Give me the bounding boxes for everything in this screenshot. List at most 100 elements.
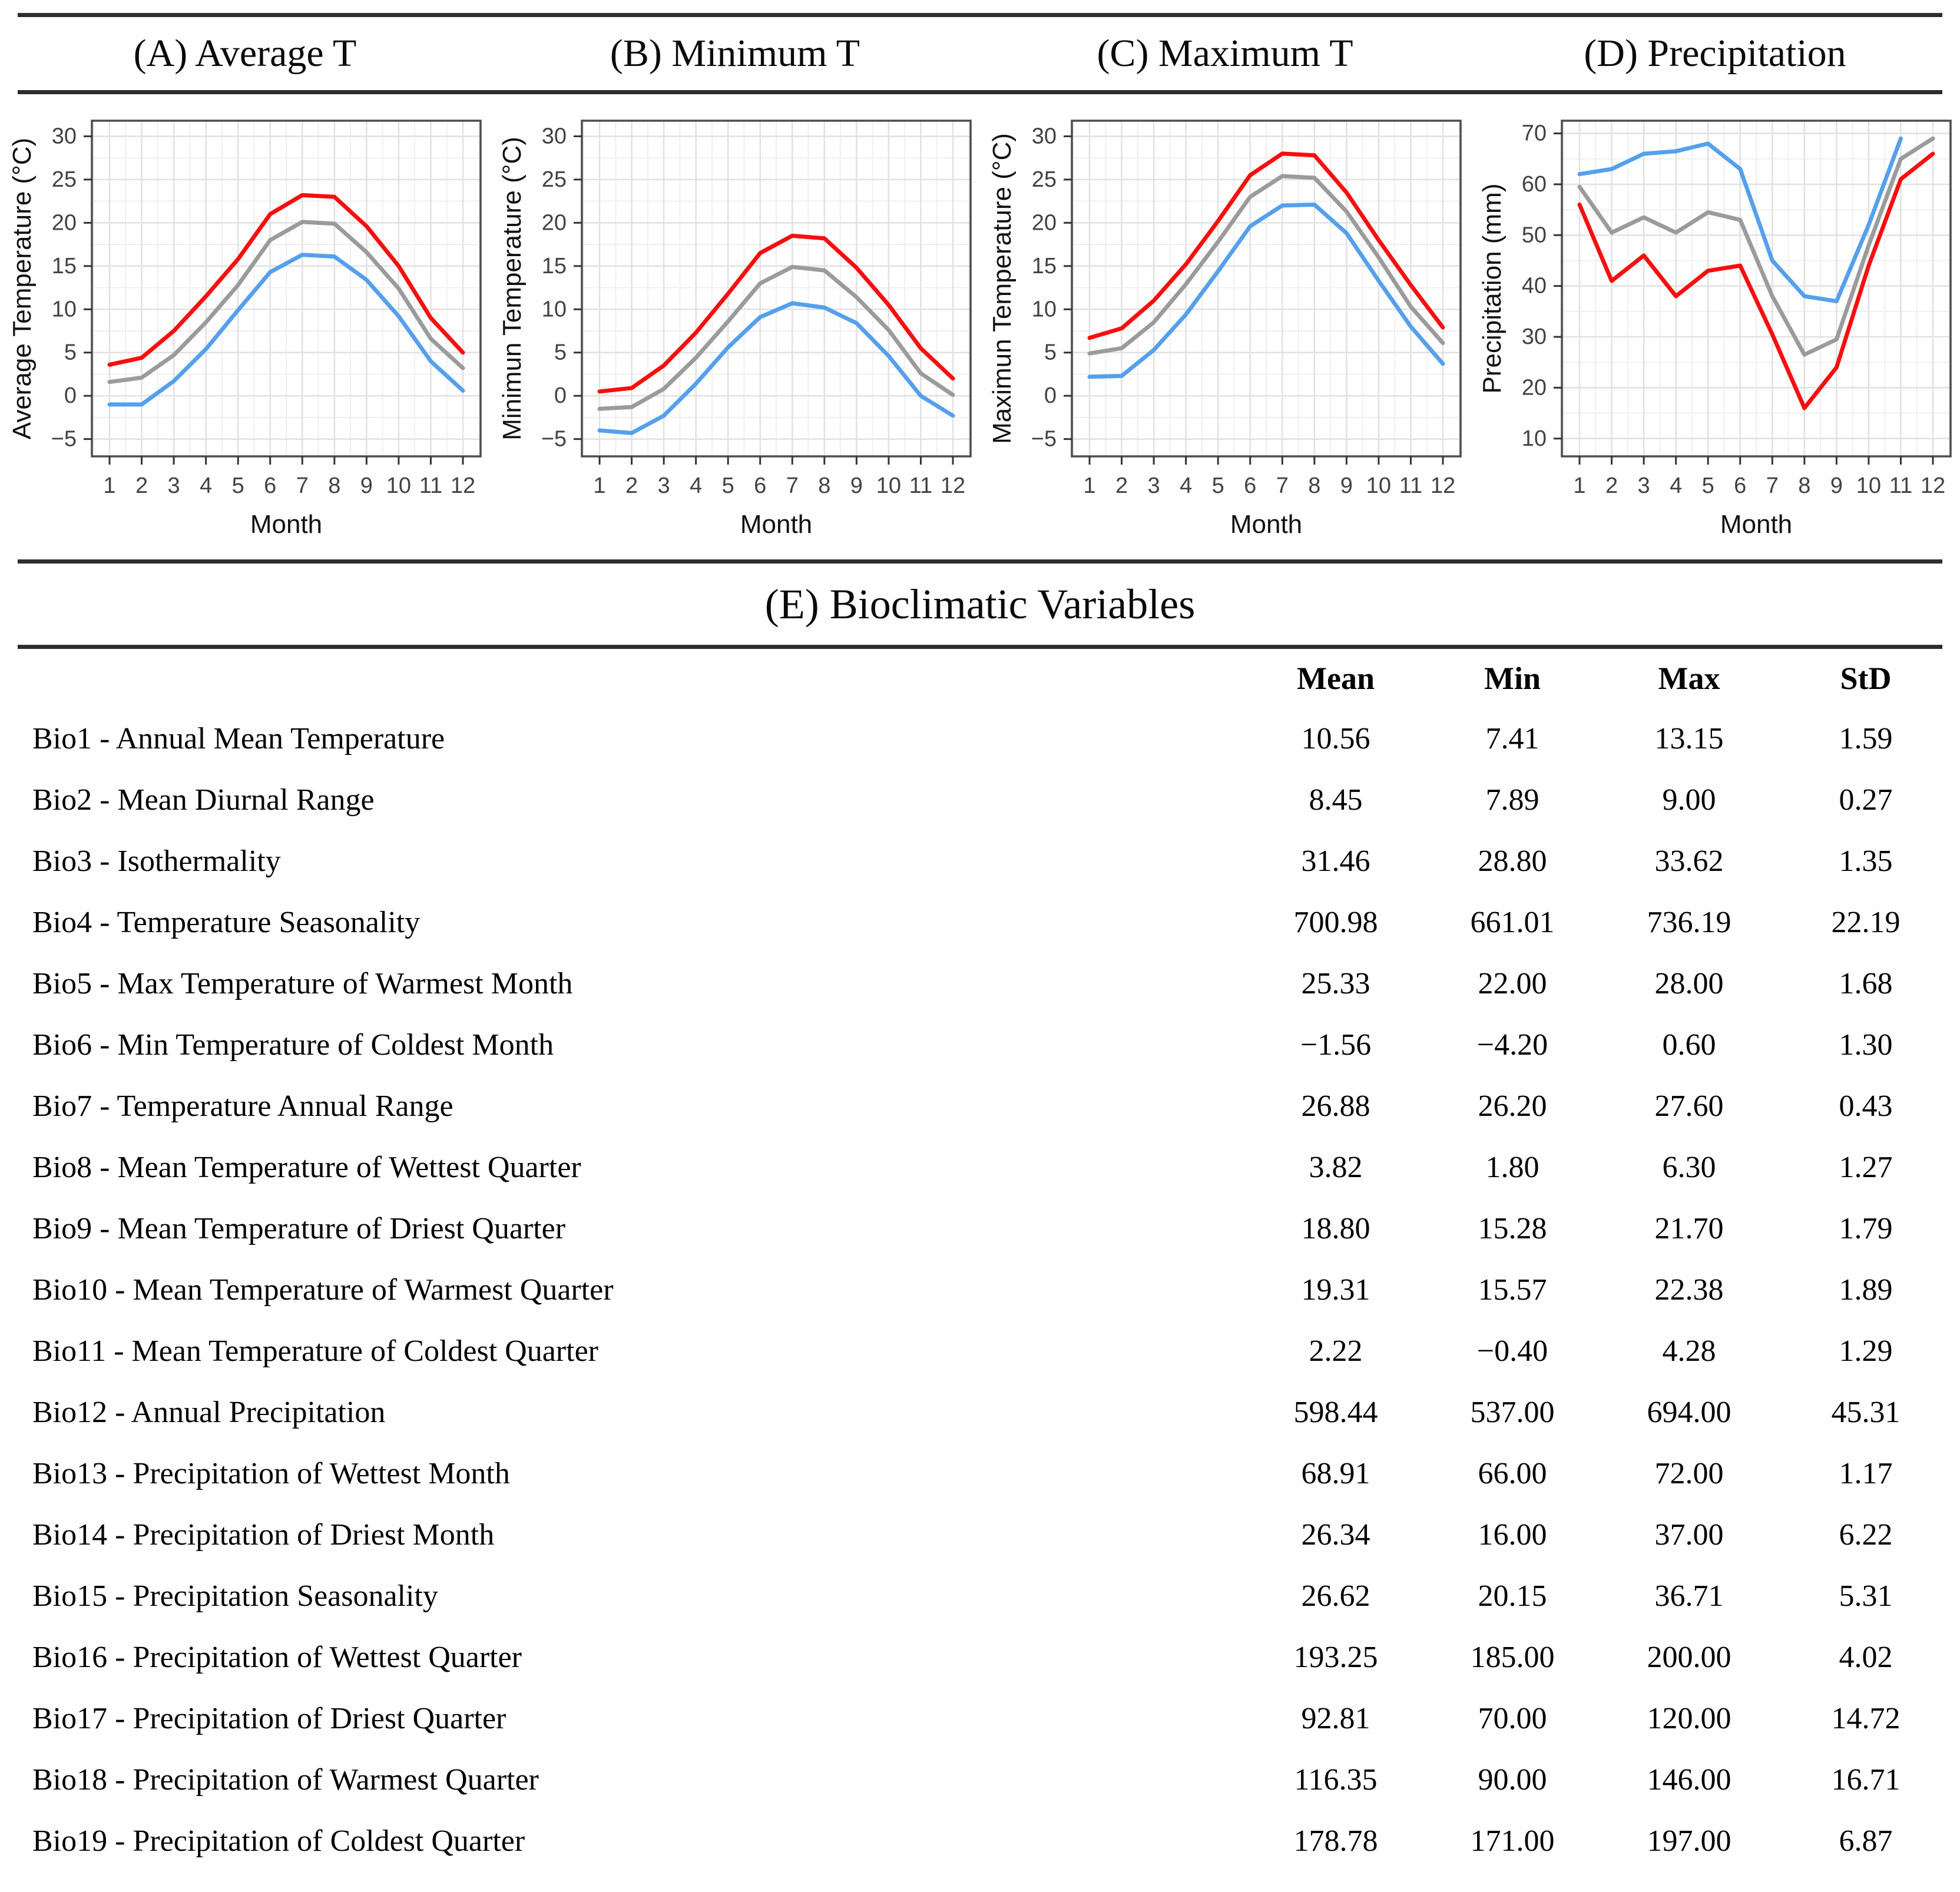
- svg-text:5: 5: [1212, 473, 1224, 498]
- cell-min: 22.00: [1478, 966, 1547, 1000]
- cell-max: 37.00: [1654, 1517, 1724, 1552]
- svg-text:7: 7: [786, 473, 799, 498]
- cell-mean: 700.98: [1293, 905, 1378, 939]
- cell-max: 36.71: [1654, 1579, 1724, 1613]
- cell-mean: 2.22: [1309, 1334, 1363, 1368]
- row-label: Bio9 - Mean Temperature of Driest Quarte…: [32, 1211, 566, 1245]
- table-row: Bio13 - Precipitation of Wettest Month 6…: [0, 1443, 1954, 1504]
- svg-text:10: 10: [1032, 297, 1057, 322]
- titles-divider: [18, 90, 1942, 94]
- svg-text:Average Temperature (°C): Average Temperature (°C): [8, 138, 37, 439]
- panel-d-title: (D) Precipitation: [1584, 32, 1846, 75]
- cell-mean: 3.82: [1309, 1150, 1363, 1184]
- svg-text:5: 5: [1044, 340, 1057, 365]
- cell-mean: 31.46: [1301, 844, 1370, 878]
- row-label: Bio19 - Precipitation of Coldest Quarter: [32, 1824, 525, 1858]
- table-header-row: Mean Min Max StD: [0, 649, 1954, 708]
- cell-std: 1.68: [1839, 966, 1893, 1000]
- cell-min: 171.00: [1470, 1824, 1555, 1858]
- top-divider: [18, 13, 1942, 17]
- cell-std: 1.27: [1839, 1150, 1893, 1184]
- svg-text:2: 2: [1115, 473, 1128, 498]
- cell-min: 26.20: [1478, 1089, 1547, 1123]
- svg-text:4: 4: [690, 473, 702, 498]
- cell-mean: 68.91: [1301, 1456, 1370, 1490]
- svg-text:70: 70: [1522, 121, 1547, 146]
- cell-std: 0.27: [1839, 783, 1893, 817]
- cell-mean: 92.81: [1301, 1701, 1370, 1735]
- cell-max: 72.00: [1654, 1456, 1724, 1490]
- svg-text:6: 6: [264, 473, 276, 498]
- cell-min: 66.00: [1478, 1456, 1547, 1490]
- cell-max: 0.60: [1662, 1028, 1716, 1062]
- table-row: Bio2 - Mean Diurnal Range 8.45 7.89 9.00…: [0, 769, 1954, 830]
- row-label: Bio1 - Annual Mean Temperature: [32, 721, 445, 756]
- cell-max: 33.62: [1654, 844, 1724, 878]
- cell-min: 16.00: [1478, 1517, 1547, 1552]
- row-label: Bio11 - Mean Temperature of Coldest Quar…: [32, 1334, 598, 1368]
- svg-text:9: 9: [1340, 473, 1353, 498]
- cell-std: 16.71: [1831, 1762, 1901, 1797]
- row-label: Bio14 - Precipitation of Driest Month: [32, 1517, 495, 1552]
- cell-mean: 8.45: [1309, 783, 1363, 817]
- row-label: Bio13 - Precipitation of Wettest Month: [32, 1456, 510, 1490]
- row-label: Bio17 - Precipitation of Driest Quarter: [32, 1701, 506, 1735]
- svg-text:3: 3: [1638, 473, 1650, 498]
- cell-std: 1.30: [1839, 1028, 1893, 1062]
- cell-max: 200.00: [1647, 1640, 1731, 1674]
- cell-max: 4.28: [1662, 1334, 1716, 1368]
- row-label: Bio4 - Temperature Seasonality: [32, 905, 421, 939]
- svg-text:8: 8: [818, 473, 830, 498]
- row-label: Bio2 - Mean Diurnal Range: [32, 783, 375, 817]
- cell-std: 1.79: [1839, 1211, 1893, 1245]
- svg-text:2: 2: [625, 473, 638, 498]
- svg-text:9: 9: [850, 473, 863, 498]
- svg-text:8: 8: [1308, 473, 1320, 498]
- bioclimatic-table: Mean Min Max StD Bio1 - Annual Mean Temp…: [0, 649, 1960, 1871]
- cell-std: 45.31: [1831, 1395, 1901, 1429]
- cell-std: 0.43: [1839, 1089, 1893, 1123]
- svg-text:15: 15: [542, 254, 567, 279]
- svg-text:20: 20: [1032, 210, 1057, 235]
- svg-text:Minimun Temperature (°C): Minimun Temperature (°C): [498, 137, 527, 440]
- svg-text:0: 0: [64, 383, 77, 408]
- svg-text:11: 11: [419, 473, 442, 498]
- svg-text:10: 10: [542, 297, 567, 322]
- row-label: Bio3 - Isothermality: [32, 844, 281, 878]
- svg-text:25: 25: [52, 167, 77, 192]
- cell-mean: 10.56: [1301, 721, 1370, 756]
- svg-text:−5: −5: [541, 427, 567, 452]
- svg-text:10: 10: [1366, 473, 1391, 498]
- svg-text:30: 30: [1032, 124, 1057, 148]
- table-row: Bio19 - Precipitation of Coldest Quarter…: [0, 1810, 1954, 1871]
- svg-text:1: 1: [1083, 473, 1095, 498]
- svg-text:3: 3: [1148, 473, 1160, 498]
- svg-text:Month: Month: [250, 510, 322, 539]
- svg-text:9: 9: [1830, 473, 1843, 498]
- charts-row: −5 0 5 10 15 20 25 30 1 2 3 4 5 6 7 8 9 10 11 12 Average Tem…: [0, 94, 1960, 559]
- svg-text:Precipitation (mm): Precipitation (mm): [1478, 184, 1507, 394]
- cell-min: 20.15: [1478, 1579, 1547, 1613]
- table-row: Bio4 - Temperature Seasonality 700.98 66…: [0, 892, 1954, 953]
- table-row: Bio1 - Annual Mean Temperature 10.56 7.4…: [0, 708, 1954, 769]
- svg-text:50: 50: [1522, 223, 1547, 247]
- svg-text:0: 0: [1044, 383, 1057, 408]
- svg-text:7: 7: [296, 473, 309, 498]
- cell-mean: 598.44: [1293, 1395, 1378, 1429]
- row-label: Bio6 - Min Temperature of Coldest Month: [32, 1028, 554, 1062]
- table-row: Bio16 - Precipitation of Wettest Quarter…: [0, 1626, 1954, 1688]
- svg-text:10: 10: [1856, 473, 1881, 498]
- svg-text:5: 5: [232, 473, 244, 498]
- panel-c-title: (C) Maximum T: [1097, 32, 1353, 75]
- cell-mean: 178.78: [1293, 1824, 1378, 1858]
- cell-min: 28.80: [1478, 844, 1547, 878]
- svg-text:3: 3: [658, 473, 670, 498]
- cell-max: 120.00: [1647, 1701, 1731, 1735]
- cell-min: 1.80: [1485, 1150, 1539, 1184]
- column-header-std: StD: [1840, 661, 1892, 696]
- cell-std: 5.31: [1839, 1579, 1893, 1613]
- cell-mean: 18.80: [1301, 1211, 1370, 1245]
- table-row: Bio9 - Mean Temperature of Driest Quarte…: [0, 1198, 1954, 1259]
